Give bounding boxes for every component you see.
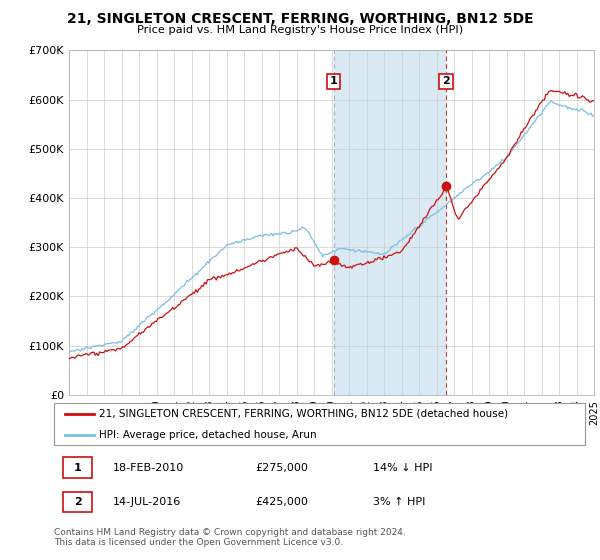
Bar bbox=[63, 458, 92, 478]
Text: Price paid vs. HM Land Registry's House Price Index (HPI): Price paid vs. HM Land Registry's House … bbox=[137, 25, 463, 35]
Text: 1: 1 bbox=[74, 463, 82, 473]
Text: £425,000: £425,000 bbox=[256, 497, 308, 507]
Text: 14-JUL-2016: 14-JUL-2016 bbox=[112, 497, 181, 507]
Text: 3% ↑ HPI: 3% ↑ HPI bbox=[373, 497, 425, 507]
Text: HPI: Average price, detached house, Arun: HPI: Average price, detached house, Arun bbox=[99, 430, 317, 440]
Text: 1: 1 bbox=[330, 76, 337, 86]
Text: 18-FEB-2010: 18-FEB-2010 bbox=[112, 463, 184, 473]
Text: 21, SINGLETON CRESCENT, FERRING, WORTHING, BN12 5DE: 21, SINGLETON CRESCENT, FERRING, WORTHIN… bbox=[67, 12, 533, 26]
Text: 14% ↓ HPI: 14% ↓ HPI bbox=[373, 463, 432, 473]
Text: 2: 2 bbox=[74, 497, 82, 507]
Bar bbox=[63, 492, 92, 512]
Text: 21, SINGLETON CRESCENT, FERRING, WORTHING, BN12 5DE (detached house): 21, SINGLETON CRESCENT, FERRING, WORTHIN… bbox=[99, 409, 508, 419]
Text: £275,000: £275,000 bbox=[256, 463, 308, 473]
Text: 2: 2 bbox=[442, 76, 450, 86]
Text: Contains HM Land Registry data © Crown copyright and database right 2024.
This d: Contains HM Land Registry data © Crown c… bbox=[54, 528, 406, 547]
